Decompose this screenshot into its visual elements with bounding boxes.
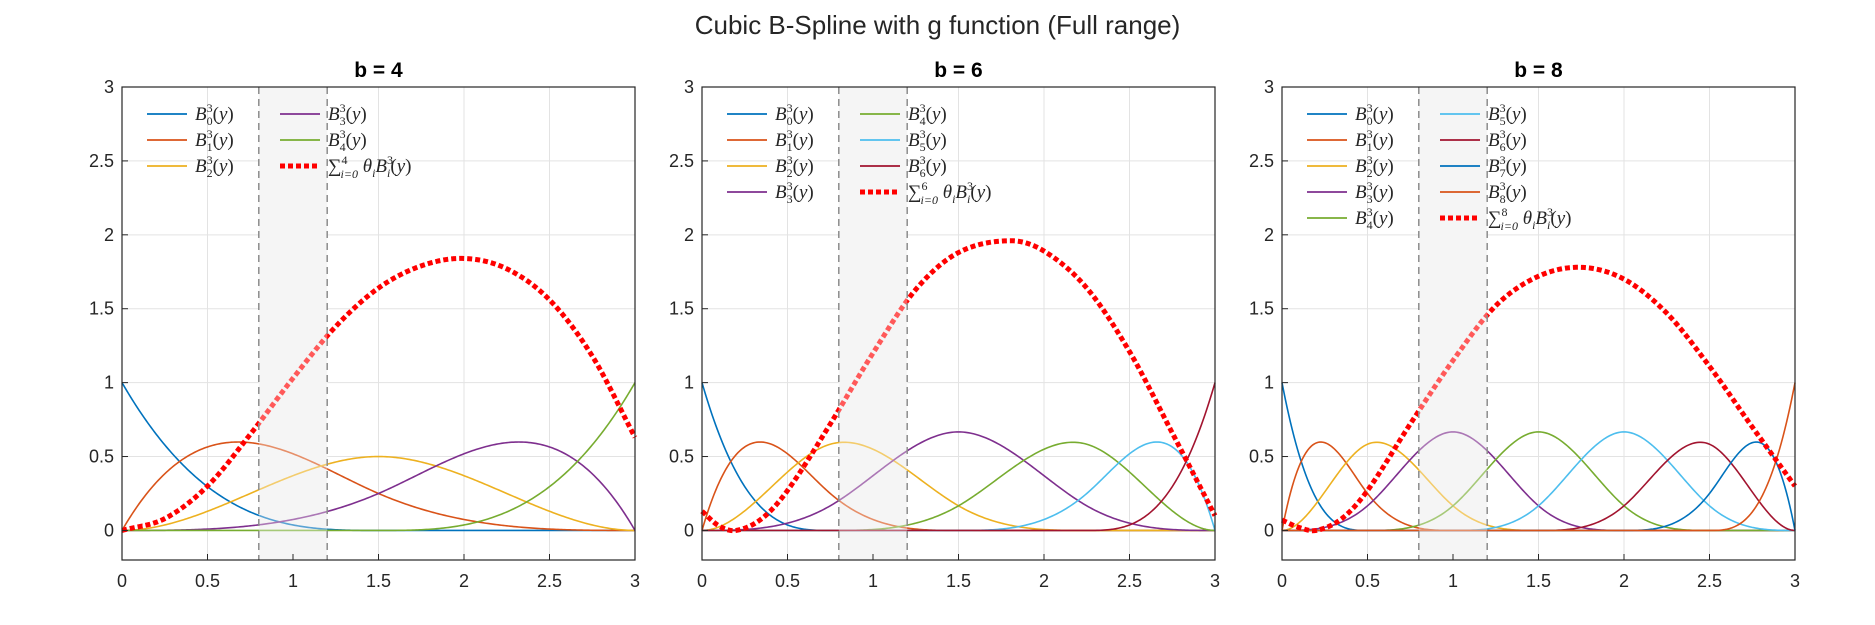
legend-label: B3 1(y) [1355, 127, 1394, 154]
legend-label: B3 5(y) [1488, 101, 1527, 128]
legend-label: B3 0(y) [1355, 101, 1394, 128]
y-tick-label: 2 [1264, 225, 1274, 245]
x-tick-label: 2 [459, 571, 469, 591]
x-tick-label: 0 [1277, 571, 1287, 591]
series-line-b3 [702, 431, 1215, 532]
y-tick-label: 2 [104, 225, 114, 245]
shaded-overlay [838, 87, 908, 560]
legend-label: ∑8 i=0 θiB3 i(y) [1488, 205, 1571, 233]
y-tick-label: 0 [104, 520, 114, 540]
legend-label: ∑4 i=0 θiB3 i(y) [328, 153, 411, 181]
y-tick-label: 1.5 [669, 299, 694, 319]
x-tick-label: 1 [1448, 571, 1458, 591]
figure-title: Cubic B-Spline with g function (Full ran… [694, 10, 1181, 40]
legend-label: B3 3(y) [1355, 179, 1394, 206]
x-tick-label: 2 [1039, 571, 1049, 591]
y-tick-label: 3 [684, 77, 694, 97]
y-tick-label: 1 [104, 373, 114, 393]
shaded-overlay [1418, 87, 1488, 560]
chart-panel-1: 0 0.5 1 1.5 2 2.5 3 0 0.5 1 1.5 2 2.5 3 b = 4 B3 0(y)B3 1… [89, 59, 640, 591]
series-line-b4 [122, 382, 636, 532]
legend-label: B3 2(y) [195, 153, 234, 180]
x-tick-label: 0.5 [195, 571, 220, 591]
legend-label: B3 5(y) [908, 127, 947, 154]
y-tick-label: 1 [684, 373, 694, 393]
chart-panel-2: 0 0.5 1 1.5 2 2.5 3 0 0.5 1 1.5 2 2.5 3 b = 6 B3 0(y)B3 1… [669, 59, 1220, 591]
legend-label: B3 8(y) [1488, 179, 1527, 206]
x-tick-label: 2.5 [537, 571, 562, 591]
y-tick-label: 0.5 [1249, 447, 1274, 467]
x-tick-label: 3 [1790, 571, 1800, 591]
x-tick-label: 3 [1210, 571, 1220, 591]
x-tick-label: 0 [697, 571, 707, 591]
series-line-b6 [702, 382, 1216, 532]
series-line-b3 [122, 441, 636, 532]
series-line-sum [700, 238, 1218, 534]
legend-label: B3 0(y) [195, 101, 234, 128]
series-line-b2 [121, 455, 636, 532]
y-tick-label: 1.5 [1249, 299, 1274, 319]
legend-label: B3 1(y) [195, 127, 234, 154]
y-tick-label: 1.5 [89, 299, 114, 319]
chart-panel-3: 0 0.5 1 1.5 2 2.5 3 0 0.5 1 1.5 2 2.5 3 b = 8 B3 0(y)B3 1… [1249, 59, 1800, 591]
y-tick-label: 2.5 [669, 151, 694, 171]
y-tick-label: 0 [684, 520, 694, 540]
y-tick-label: 0.5 [89, 447, 114, 467]
shaded-overlay [258, 87, 328, 560]
legend-label: B3 6(y) [1488, 127, 1527, 154]
x-tick-label: 0 [117, 571, 127, 591]
x-tick-label: 2.5 [1117, 571, 1142, 591]
panel-title: b = 6 [934, 59, 982, 82]
legend-label: B3 4(y) [1355, 205, 1394, 232]
y-tick-label: 3 [1264, 77, 1274, 97]
legend-label: B3 3(y) [328, 101, 367, 128]
legend-label: B3 2(y) [1355, 153, 1394, 180]
legend-label: B3 7(y) [1488, 153, 1527, 180]
y-tick-label: 0 [1264, 520, 1274, 540]
series-line-b8 [1282, 382, 1796, 532]
legend-label: B3 4(y) [908, 101, 947, 128]
series-line-sum [121, 255, 638, 533]
x-tick-label: 3 [630, 571, 640, 591]
x-tick-label: 1 [288, 571, 298, 591]
panel-title: b = 8 [1514, 59, 1563, 82]
x-tick-label: 0.5 [1355, 571, 1380, 591]
legend-label: ∑6 i=0 θiB3 i(y) [908, 179, 991, 207]
legend-label: B3 0(y) [775, 101, 814, 128]
x-tick-label: 2 [1619, 571, 1629, 591]
legend-label: B3 3(y) [775, 179, 814, 206]
panel-title: b = 4 [354, 59, 403, 82]
legend-label: B3 4(y) [328, 127, 367, 154]
x-tick-label: 1.5 [1526, 571, 1551, 591]
y-tick-label: 1 [1264, 373, 1274, 393]
series-line-sum [1280, 264, 1798, 534]
legend-label: B3 6(y) [908, 153, 947, 180]
x-tick-label: 1.5 [946, 571, 971, 591]
y-tick-label: 3 [104, 77, 114, 97]
y-tick-label: 2.5 [1249, 151, 1274, 171]
x-tick-label: 0.5 [775, 571, 800, 591]
y-tick-label: 2 [684, 225, 694, 245]
legend-label: B3 1(y) [775, 127, 814, 154]
legend-label: B3 2(y) [775, 153, 814, 180]
x-tick-label: 2.5 [1697, 571, 1722, 591]
x-tick-label: 1.5 [366, 571, 391, 591]
x-tick-label: 1 [868, 571, 878, 591]
y-tick-label: 0.5 [669, 447, 694, 467]
y-tick-label: 2.5 [89, 151, 114, 171]
